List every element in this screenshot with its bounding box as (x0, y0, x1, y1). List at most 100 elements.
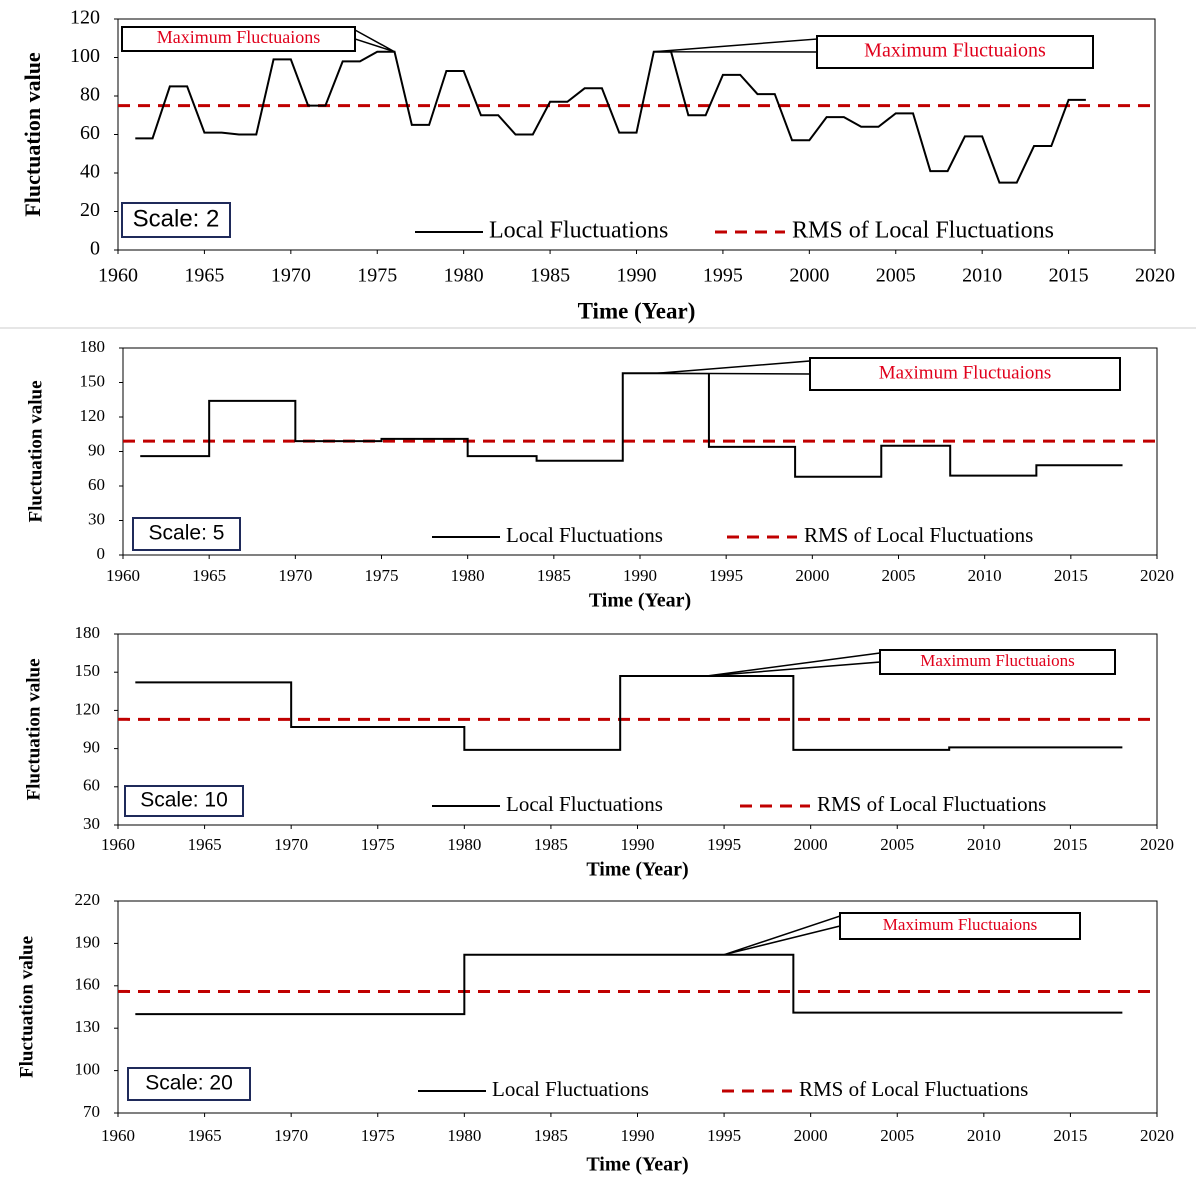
x-tick-label: 1980 (447, 835, 481, 854)
scale-label: Scale: 20 (145, 1072, 233, 1095)
x-tick-label: 1960 (101, 1126, 135, 1145)
y-tick-label: 120 (70, 7, 100, 29)
x-tick-label: 1970 (271, 265, 311, 287)
legend-label: RMS of Local Fluctuations (804, 523, 1033, 547)
y-tick-label: 220 (75, 890, 101, 909)
x-tick-label: 2000 (794, 835, 828, 854)
y-axis-label: Fluctuation value (23, 659, 44, 801)
legend-label: RMS of Local Fluctuations (799, 1077, 1028, 1101)
line-series (135, 50, 1086, 184)
legend-label: Local Fluctuations (489, 218, 668, 244)
x-tick-label: 1990 (623, 566, 657, 585)
x-axis-label: Time (Year) (589, 590, 691, 612)
y-tick-label: 60 (88, 475, 105, 494)
scale-box (124, 785, 244, 817)
y-tick-label: 130 (75, 1017, 101, 1036)
y-tick-label: 120 (80, 406, 106, 425)
y-tick-label: 150 (75, 661, 101, 680)
callout-pointer (723, 914, 841, 956)
y-tick-label: 30 (83, 814, 100, 833)
x-tick-label: 1975 (357, 265, 397, 287)
callout-pointer (706, 652, 881, 677)
x-tick-label: 1970 (274, 835, 308, 854)
x-tick-label: 1980 (444, 265, 484, 287)
legend-label: RMS of Local Fluctuations (817, 792, 1046, 816)
y-axis-label: Fluctuation value (16, 936, 37, 1078)
x-tick-label: 1995 (707, 835, 741, 854)
x-axis-label: Time (Year) (586, 859, 688, 881)
callout-text: Maximum Fluctuaions (864, 40, 1046, 62)
y-tick-label: 60 (80, 122, 100, 144)
callout-text: Maximum Fluctuaions (883, 915, 1037, 934)
legend-label: Local Fluctuations (506, 792, 663, 816)
x-tick-label: 2005 (880, 835, 914, 854)
y-tick-label: 30 (88, 509, 105, 528)
y-tick-label: 0 (97, 544, 106, 563)
scale-label: Scale: 10 (140, 789, 228, 812)
x-tick-label: 2015 (1049, 265, 1089, 287)
callout-box (121, 26, 356, 52)
y-tick-label: 180 (80, 337, 106, 356)
x-tick-label: 2000 (794, 1126, 828, 1145)
y-tick-label: 180 (75, 623, 101, 642)
y-tick-label: 190 (75, 932, 101, 951)
x-tick-label: 1965 (188, 835, 222, 854)
scale-box (132, 517, 241, 551)
scale-box (127, 1067, 251, 1101)
legend-label: Local Fluctuations (506, 523, 663, 547)
x-tick-label: 2020 (1140, 566, 1174, 585)
y-tick-label: 70 (83, 1102, 100, 1121)
scale-box (121, 202, 231, 238)
y-tick-label: 90 (88, 440, 105, 459)
x-tick-label: 1995 (709, 566, 743, 585)
x-tick-label: 1990 (621, 1126, 655, 1145)
x-tick-label: 1985 (534, 835, 568, 854)
callout-pointer (657, 360, 811, 375)
y-tick-label: 100 (70, 45, 100, 67)
line-series (135, 953, 1123, 1016)
x-tick-label: 1995 (703, 265, 743, 287)
x-tick-label: 1980 (447, 1126, 481, 1145)
x-tick-label: 1980 (451, 566, 485, 585)
x-tick-label: 1975 (361, 835, 395, 854)
callout-text: Maximum Fluctuaions (920, 651, 1074, 670)
x-tick-label: 1960 (101, 835, 135, 854)
y-tick-label: 160 (75, 975, 101, 994)
callout-pointer (653, 38, 818, 53)
y-tick-label: 100 (75, 1060, 101, 1079)
x-tick-label: 1975 (365, 566, 399, 585)
x-tick-label: 2000 (795, 566, 829, 585)
scale-label: Scale: 2 (133, 205, 220, 232)
x-tick-label: 2010 (962, 265, 1002, 287)
x-tick-label: 1990 (621, 835, 655, 854)
x-tick-label: 1975 (361, 1126, 395, 1145)
callout-text: Maximum Fluctuaions (157, 27, 321, 47)
y-tick-label: 40 (80, 161, 100, 183)
y-tick-label: 0 (90, 238, 100, 260)
x-tick-label: 1985 (537, 566, 571, 585)
y-tick-label: 60 (83, 776, 100, 795)
x-tick-label: 2005 (882, 566, 916, 585)
x-tick-label: 2005 (880, 1126, 914, 1145)
x-tick-label: 2000 (789, 265, 829, 287)
x-tick-label: 2010 (967, 1126, 1001, 1145)
x-tick-label: 2015 (1054, 566, 1088, 585)
y-tick-label: 120 (75, 699, 101, 718)
y-tick-label: 150 (80, 371, 106, 390)
callout-box (839, 912, 1081, 940)
y-tick-label: 90 (83, 738, 100, 757)
callout-box (809, 357, 1121, 391)
legend-label: RMS of Local Fluctuations (792, 218, 1054, 244)
x-tick-label: 2015 (1053, 1126, 1087, 1145)
x-tick-label: 1965 (184, 265, 224, 287)
y-tick-label: 80 (80, 84, 100, 106)
x-tick-label: 2010 (968, 566, 1002, 585)
x-tick-label: 1965 (192, 566, 226, 585)
x-tick-label: 1985 (534, 1126, 568, 1145)
x-tick-label: 2020 (1135, 265, 1175, 287)
x-tick-label: 2020 (1140, 835, 1174, 854)
line-series (135, 675, 1123, 751)
x-tick-label: 1965 (188, 1126, 222, 1145)
x-tick-label: 1960 (98, 265, 138, 287)
x-axis-label: Time (Year) (586, 1154, 688, 1176)
